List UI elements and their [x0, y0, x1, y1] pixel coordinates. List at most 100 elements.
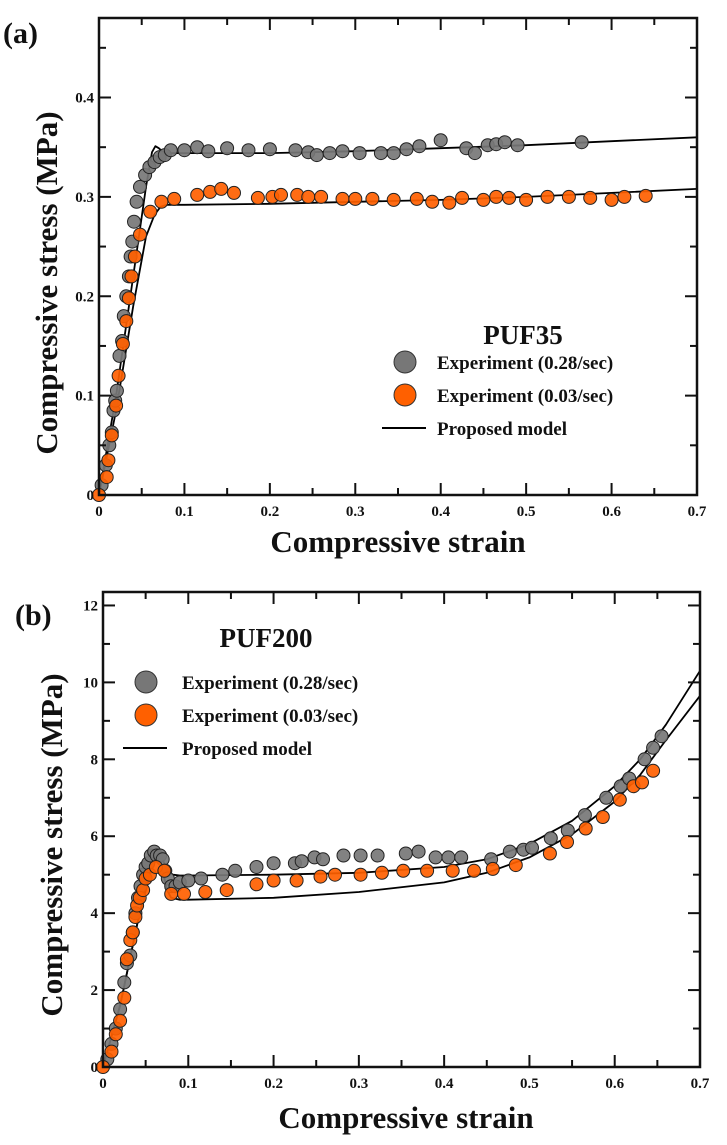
- panel-b-label: (b): [15, 599, 52, 632]
- data-point: [398, 846, 413, 861]
- data-point: [177, 143, 192, 158]
- data-point: [540, 189, 555, 204]
- data-point: [502, 190, 517, 205]
- data-point: [442, 195, 457, 210]
- data-point: [502, 844, 517, 859]
- data-point: [476, 192, 491, 207]
- data-point: [266, 873, 281, 888]
- panel-a-plot-frame: [97, 16, 699, 497]
- panel-a-x-tick-label: 0.4: [431, 504, 450, 520]
- data-point: [396, 863, 411, 878]
- panel-a-y-tick-label: 0: [87, 488, 95, 504]
- data-point: [301, 189, 316, 204]
- data-point: [428, 850, 443, 865]
- panel-a-legend: Experiment (0.28/sec) Experiment (0.03/se…: [382, 350, 613, 440]
- panel-a-y-tick-label: 0.4: [75, 91, 94, 107]
- data-point: [177, 886, 191, 901]
- data-point: [646, 763, 661, 778]
- panel-b-plot-area: 0 0.1 0.2 0.3 0.4 0.5 0.6 0.7 0 2 4 6 8 10 12: [83, 590, 710, 1092]
- data-point: [411, 844, 426, 859]
- data-point: [133, 227, 147, 242]
- panel-a: (a) Compressive strain Compressive stres…: [3, 16, 707, 559]
- data-point: [108, 1027, 123, 1042]
- data-point: [113, 1013, 128, 1028]
- data-point: [386, 192, 401, 207]
- panel-a-model-line-1: [98, 136, 698, 496]
- data-point: [467, 146, 482, 161]
- data-point: [578, 821, 593, 836]
- data-point: [365, 191, 380, 206]
- data-point: [336, 848, 351, 863]
- panel-b-x-tick-label: 0: [99, 1076, 107, 1092]
- data-point: [198, 885, 213, 899]
- data-point: [485, 861, 500, 876]
- legend-marker-circle-icon: [393, 383, 417, 407]
- panel-b-legend-item: Experiment (0.28/sec): [134, 670, 358, 694]
- panel-b-x-tick-label: 0.2: [264, 1076, 283, 1092]
- panel-a-series-slow: [92, 181, 653, 502]
- data-point: [194, 871, 209, 886]
- data-point: [335, 144, 350, 159]
- data-point: [374, 865, 389, 880]
- data-point: [124, 269, 139, 284]
- data-point: [646, 740, 661, 755]
- data-point: [542, 846, 557, 861]
- data-point: [412, 139, 427, 154]
- data-point: [654, 729, 669, 744]
- data-point: [519, 192, 534, 207]
- data-point: [104, 1044, 119, 1059]
- data-point: [104, 428, 119, 443]
- data-point: [129, 194, 144, 209]
- panel-a-label: (a): [3, 17, 38, 50]
- data-point: [560, 835, 574, 849]
- data-point: [510, 138, 525, 153]
- panel-a-legend-item: Experiment (0.28/sec): [393, 350, 613, 374]
- data-point: [294, 854, 309, 869]
- data-point: [163, 143, 178, 158]
- data-point: [274, 187, 288, 202]
- data-point: [249, 860, 264, 874]
- data-point: [228, 863, 243, 878]
- panel-b-x-axis-title: Compressive strain: [278, 1100, 533, 1135]
- legend-marker-circle-icon: [393, 350, 417, 374]
- panel-a-x-tick-label: 0: [95, 504, 103, 520]
- data-point: [467, 863, 481, 878]
- data-point: [99, 470, 114, 485]
- data-point: [543, 831, 558, 846]
- data-point: [445, 863, 460, 878]
- data-point: [164, 886, 179, 901]
- data-point: [348, 191, 363, 206]
- data-point: [128, 910, 143, 924]
- data-point: [386, 146, 401, 161]
- panel-b-legend: Experiment (0.28/sec) Experiment (0.03/se…: [123, 670, 358, 760]
- data-point: [143, 204, 158, 219]
- data-point: [328, 867, 342, 882]
- data-point: [599, 790, 614, 805]
- panel-b-y-tick-label: 2: [91, 983, 99, 999]
- data-point: [167, 191, 182, 206]
- data-point: [241, 143, 256, 158]
- panel-a-y-tick-label: 0.3: [75, 190, 94, 206]
- data-point: [127, 249, 142, 264]
- data-point: [433, 133, 448, 148]
- data-point: [181, 873, 196, 888]
- data-point: [136, 883, 151, 898]
- panel-a-legend-title: PUF35: [483, 320, 562, 350]
- data-point: [157, 863, 172, 878]
- data-point: [101, 453, 116, 468]
- data-point: [314, 189, 329, 204]
- data-point: [154, 194, 169, 209]
- data-point: [119, 314, 134, 329]
- data-point: [322, 146, 337, 161]
- data-point: [525, 840, 539, 855]
- data-point: [399, 142, 414, 157]
- data-point: [420, 863, 435, 878]
- legend-label: Experiment (0.03/sec): [437, 386, 613, 407]
- data-point: [489, 189, 504, 204]
- data-point: [190, 187, 205, 202]
- data-point: [373, 146, 388, 161]
- data-point: [441, 850, 456, 865]
- data-point: [583, 190, 598, 205]
- data-point: [335, 191, 350, 206]
